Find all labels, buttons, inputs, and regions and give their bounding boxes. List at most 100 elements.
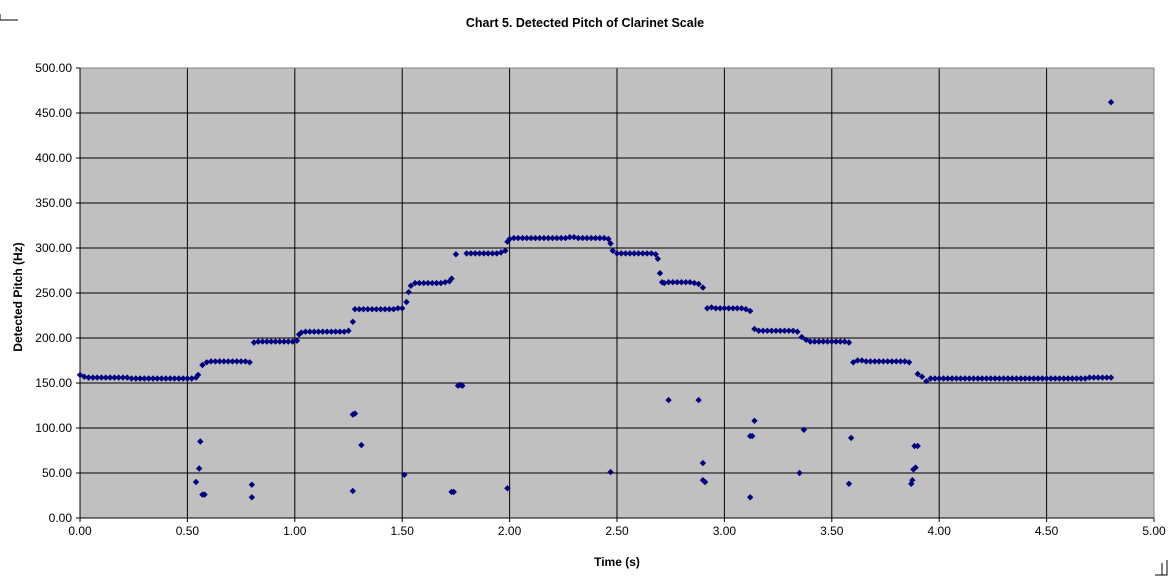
data-point <box>141 375 148 382</box>
data-point <box>225 358 232 365</box>
data-point <box>665 279 672 286</box>
data-point <box>802 336 810 343</box>
data-point <box>682 279 689 286</box>
data-point <box>618 250 625 257</box>
data-point <box>592 234 599 242</box>
x-tick-label: 5.00 <box>1142 524 1166 538</box>
data-point <box>1082 375 1089 382</box>
data-point <box>751 417 758 424</box>
data-point <box>815 338 823 345</box>
data-point <box>399 305 406 312</box>
data-point <box>132 375 140 382</box>
x-tick-label: 4.50 <box>1035 524 1059 538</box>
data-point <box>746 307 754 315</box>
data-point <box>796 469 803 477</box>
data-point <box>609 247 616 254</box>
data-point <box>789 327 797 334</box>
data-point <box>691 279 698 287</box>
data-point <box>1060 375 1067 382</box>
data-point <box>837 338 844 345</box>
data-point <box>966 375 973 382</box>
data-point <box>472 250 479 257</box>
data-point <box>263 338 271 345</box>
y-tick-label: 500.00 <box>35 61 72 75</box>
data-point <box>85 374 92 381</box>
data-point <box>377 306 384 313</box>
data-point <box>111 374 118 381</box>
data-point <box>944 375 951 382</box>
data-point <box>749 432 756 440</box>
data-point <box>923 378 930 385</box>
data-point <box>246 359 253 366</box>
data-point <box>768 327 775 334</box>
data-point <box>854 357 861 364</box>
data-point <box>661 279 668 287</box>
data-point <box>820 338 827 345</box>
data-point <box>459 382 466 389</box>
data-point <box>1017 375 1025 382</box>
data-point <box>356 306 363 313</box>
data-point <box>1026 375 1033 382</box>
data-point <box>184 375 191 382</box>
data-point <box>794 328 801 335</box>
data-point <box>463 250 470 257</box>
data-point <box>695 280 702 288</box>
data-point <box>729 305 737 312</box>
data-point <box>927 375 934 382</box>
data-point <box>912 464 919 471</box>
data-point <box>149 375 157 382</box>
x-tick-label: 0.00 <box>68 524 92 538</box>
chart-title: Chart 5. Detected Pitch of Clarinet Scal… <box>466 16 704 30</box>
data-point <box>136 375 144 382</box>
data-point <box>1043 375 1050 382</box>
data-point <box>1009 375 1016 382</box>
data-point <box>862 358 870 365</box>
data-point <box>824 338 831 345</box>
data-point <box>237 358 245 365</box>
data-point <box>721 305 728 312</box>
data-point <box>476 250 483 257</box>
data-point <box>841 338 848 345</box>
data-point <box>1030 375 1037 382</box>
data-point <box>527 234 535 242</box>
data-point <box>1056 375 1063 382</box>
data-point <box>772 327 780 334</box>
data-point <box>207 358 215 365</box>
data-point <box>798 333 805 341</box>
data-point <box>154 375 161 382</box>
data-point <box>420 279 427 287</box>
data-point <box>349 487 356 495</box>
data-point <box>701 478 709 486</box>
data-point <box>497 249 505 256</box>
data-point <box>360 306 367 313</box>
data-point <box>368 306 376 313</box>
data-point <box>781 327 788 334</box>
data-point <box>452 251 460 258</box>
data-point <box>216 358 223 365</box>
data-point <box>220 358 228 365</box>
data-point <box>1051 375 1059 382</box>
data-point <box>386 306 393 313</box>
x-tick-label: 1.00 <box>283 524 307 538</box>
data-point <box>489 250 496 257</box>
data-point <box>197 438 204 445</box>
data-point <box>858 357 866 364</box>
data-point <box>785 327 793 334</box>
data-point <box>669 279 677 286</box>
data-point <box>832 338 840 345</box>
data-point <box>332 328 339 335</box>
data-point <box>145 375 152 382</box>
data-point <box>167 375 174 382</box>
data-point <box>910 466 917 473</box>
data-point <box>298 329 305 336</box>
data-point <box>911 442 918 450</box>
data-point <box>81 373 88 380</box>
data-point <box>557 234 565 242</box>
data-point <box>484 250 492 257</box>
data-point <box>991 375 999 382</box>
data-point <box>229 358 236 365</box>
data-point <box>549 234 556 242</box>
data-point <box>502 247 509 254</box>
data-point <box>192 374 200 381</box>
